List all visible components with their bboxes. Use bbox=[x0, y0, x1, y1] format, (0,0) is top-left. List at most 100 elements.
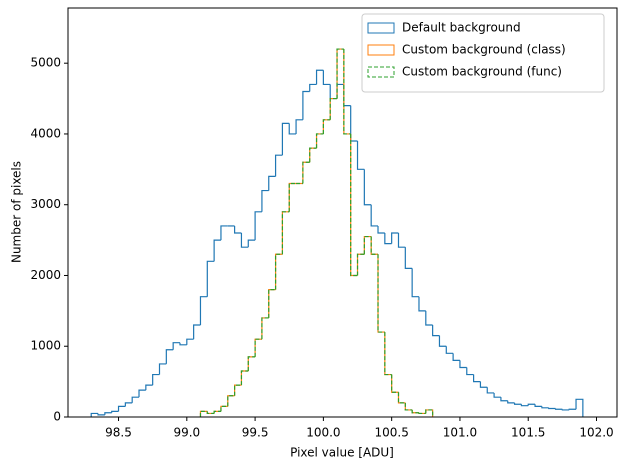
histogram-step bbox=[234, 384, 242, 396]
x-tick-label: 101.0 bbox=[443, 426, 477, 440]
histogram-step bbox=[193, 324, 201, 340]
histogram-step bbox=[145, 384, 153, 391]
histogram-step bbox=[425, 310, 433, 326]
histogram-step bbox=[561, 409, 570, 411]
y-tick-label: 0 bbox=[53, 410, 61, 424]
histogram-step bbox=[384, 332, 392, 376]
legend-box bbox=[361, 13, 605, 93]
legend-patch bbox=[367, 66, 395, 78]
legend-label: Custom background (class) bbox=[402, 43, 566, 57]
histogram-step bbox=[486, 387, 495, 394]
histogram-step bbox=[336, 48, 344, 99]
legend-patch bbox=[367, 44, 395, 56]
histogram-step bbox=[322, 70, 331, 86]
histogram-step bbox=[541, 406, 549, 409]
histogram-step bbox=[117, 405, 126, 412]
histogram-step bbox=[261, 189, 269, 212]
histogram-step bbox=[213, 239, 221, 262]
histogram-step bbox=[534, 404, 542, 407]
histogram-step bbox=[220, 405, 228, 412]
histogram-step bbox=[261, 317, 269, 340]
x-tick-label: 102.0 bbox=[579, 426, 613, 440]
histogram-step bbox=[104, 412, 112, 415]
histogram-step bbox=[199, 410, 208, 417]
histogram-step bbox=[288, 182, 297, 212]
histogram-step bbox=[274, 154, 283, 177]
histogram-step bbox=[520, 404, 529, 407]
histogram-step bbox=[274, 253, 283, 290]
histogram-step bbox=[363, 235, 372, 255]
histogram-step bbox=[281, 122, 290, 156]
histogram-step bbox=[295, 119, 303, 134]
histogram-step bbox=[138, 389, 146, 398]
histogram-step bbox=[220, 225, 228, 241]
histogram-step bbox=[186, 338, 194, 345]
histogram-step bbox=[527, 403, 536, 406]
histogram-step bbox=[363, 235, 372, 255]
histogram-step bbox=[234, 384, 242, 396]
histogram-step bbox=[350, 133, 358, 277]
histogram-step bbox=[274, 253, 283, 290]
histogram-step bbox=[302, 161, 310, 184]
histogram-step bbox=[309, 147, 317, 163]
histogram-step bbox=[425, 409, 434, 417]
histogram-step bbox=[384, 332, 392, 376]
histogram-step bbox=[329, 97, 338, 120]
histogram-step bbox=[432, 325, 440, 337]
histogram-step bbox=[97, 413, 105, 416]
histogram-step bbox=[254, 211, 262, 241]
histogram-step bbox=[206, 260, 215, 297]
histogram-step bbox=[158, 363, 167, 375]
histogram-step bbox=[288, 123, 297, 135]
histogram-step bbox=[165, 349, 174, 364]
histogram-step bbox=[548, 407, 556, 410]
histogram-step bbox=[500, 397, 508, 402]
histogram-step bbox=[309, 147, 317, 163]
histogram-step bbox=[206, 411, 215, 415]
histogram-step bbox=[411, 268, 419, 298]
histogram-step bbox=[336, 48, 344, 99]
histogram-step bbox=[240, 370, 249, 386]
histogram-step bbox=[377, 254, 385, 333]
histogram-step bbox=[384, 233, 392, 245]
histogram-step bbox=[397, 392, 406, 404]
histogram-step bbox=[199, 410, 208, 417]
histogram-step bbox=[322, 119, 331, 134]
histogram-step bbox=[418, 296, 426, 312]
y-tick-label: 1000 bbox=[30, 339, 61, 353]
histogram-step bbox=[397, 392, 406, 404]
histogram-step bbox=[336, 83, 344, 99]
histogram-step bbox=[343, 49, 351, 135]
histogram-step bbox=[247, 356, 256, 372]
histogram-step bbox=[391, 232, 399, 244]
histogram-step bbox=[404, 247, 413, 270]
histogram-step bbox=[507, 400, 515, 404]
histogram-step bbox=[397, 233, 406, 248]
histogram-step bbox=[254, 338, 262, 357]
x-tick-label: 100.0 bbox=[306, 426, 340, 440]
histogram-step bbox=[111, 410, 119, 413]
histogram-step bbox=[240, 233, 249, 248]
histogram-step bbox=[356, 253, 365, 276]
x-tick-label: 99.0 bbox=[173, 426, 200, 440]
histogram-step bbox=[370, 236, 379, 255]
histogram-step bbox=[473, 374, 481, 383]
histogram-step bbox=[152, 373, 160, 386]
x-tick-label: 100.5 bbox=[374, 426, 408, 440]
histogram-step bbox=[227, 395, 235, 407]
legend-label: Custom background (func) bbox=[402, 65, 562, 79]
histogram-step bbox=[459, 360, 467, 369]
histogram-step bbox=[302, 90, 310, 120]
histogram-step bbox=[350, 105, 358, 142]
x-tick-label: 101.5 bbox=[511, 426, 545, 440]
histogram-step bbox=[315, 69, 324, 85]
histogram-step bbox=[227, 395, 235, 407]
histogram-step bbox=[268, 175, 276, 191]
histogram-step bbox=[254, 338, 262, 357]
histogram-step bbox=[425, 409, 434, 417]
histogram-step bbox=[391, 374, 399, 393]
histogram-step bbox=[240, 370, 249, 386]
histogram-step bbox=[281, 211, 290, 255]
histogram-step bbox=[329, 84, 338, 100]
